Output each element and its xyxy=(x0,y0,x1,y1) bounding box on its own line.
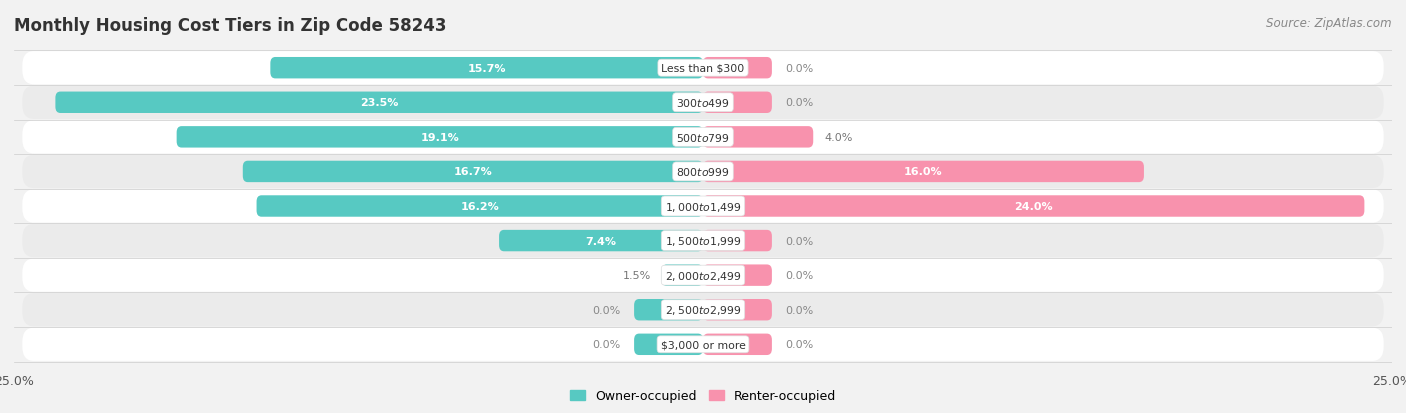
Text: 16.0%: 16.0% xyxy=(904,167,943,177)
FancyBboxPatch shape xyxy=(499,230,703,252)
FancyBboxPatch shape xyxy=(703,127,813,148)
Text: $3,000 or more: $3,000 or more xyxy=(661,339,745,349)
Text: 15.7%: 15.7% xyxy=(467,64,506,74)
FancyBboxPatch shape xyxy=(703,58,772,79)
FancyBboxPatch shape xyxy=(703,265,772,286)
FancyBboxPatch shape xyxy=(243,161,703,183)
Text: $300 to $499: $300 to $499 xyxy=(676,97,730,109)
FancyBboxPatch shape xyxy=(270,58,703,79)
Text: 0.0%: 0.0% xyxy=(786,339,814,349)
FancyBboxPatch shape xyxy=(22,224,1384,258)
Text: 24.0%: 24.0% xyxy=(1014,202,1053,211)
FancyBboxPatch shape xyxy=(662,265,703,286)
FancyBboxPatch shape xyxy=(22,52,1384,85)
FancyBboxPatch shape xyxy=(22,190,1384,223)
Text: $500 to $799: $500 to $799 xyxy=(676,131,730,143)
FancyBboxPatch shape xyxy=(22,293,1384,327)
FancyBboxPatch shape xyxy=(256,196,703,217)
Text: Source: ZipAtlas.com: Source: ZipAtlas.com xyxy=(1267,17,1392,29)
Text: 1.5%: 1.5% xyxy=(623,271,651,280)
Text: Monthly Housing Cost Tiers in Zip Code 58243: Monthly Housing Cost Tiers in Zip Code 5… xyxy=(14,17,447,34)
Text: 16.2%: 16.2% xyxy=(460,202,499,211)
Text: 0.0%: 0.0% xyxy=(592,339,620,349)
Text: $1,000 to $1,499: $1,000 to $1,499 xyxy=(665,200,741,213)
Text: $1,500 to $1,999: $1,500 to $1,999 xyxy=(665,235,741,247)
Text: $2,500 to $2,999: $2,500 to $2,999 xyxy=(665,304,741,316)
Text: 4.0%: 4.0% xyxy=(824,133,852,142)
Text: 0.0%: 0.0% xyxy=(786,236,814,246)
Text: 0.0%: 0.0% xyxy=(592,305,620,315)
FancyBboxPatch shape xyxy=(22,86,1384,120)
FancyBboxPatch shape xyxy=(703,161,1144,183)
FancyBboxPatch shape xyxy=(703,93,772,114)
Text: 0.0%: 0.0% xyxy=(786,98,814,108)
Text: Less than $300: Less than $300 xyxy=(661,64,745,74)
FancyBboxPatch shape xyxy=(703,230,772,252)
FancyBboxPatch shape xyxy=(703,299,772,320)
Text: 0.0%: 0.0% xyxy=(786,271,814,280)
FancyBboxPatch shape xyxy=(22,328,1384,361)
Text: $800 to $999: $800 to $999 xyxy=(676,166,730,178)
FancyBboxPatch shape xyxy=(177,127,703,148)
FancyBboxPatch shape xyxy=(22,259,1384,292)
Text: 0.0%: 0.0% xyxy=(786,305,814,315)
Text: 16.7%: 16.7% xyxy=(454,167,492,177)
Text: 23.5%: 23.5% xyxy=(360,98,398,108)
Text: 7.4%: 7.4% xyxy=(585,236,617,246)
FancyBboxPatch shape xyxy=(22,121,1384,154)
Text: 19.1%: 19.1% xyxy=(420,133,460,142)
FancyBboxPatch shape xyxy=(703,196,1364,217)
Text: 0.0%: 0.0% xyxy=(786,64,814,74)
Text: $2,000 to $2,499: $2,000 to $2,499 xyxy=(665,269,741,282)
FancyBboxPatch shape xyxy=(634,299,703,320)
FancyBboxPatch shape xyxy=(22,155,1384,189)
FancyBboxPatch shape xyxy=(703,334,772,355)
FancyBboxPatch shape xyxy=(55,93,703,114)
FancyBboxPatch shape xyxy=(634,334,703,355)
Legend: Owner-occupied, Renter-occupied: Owner-occupied, Renter-occupied xyxy=(565,385,841,408)
